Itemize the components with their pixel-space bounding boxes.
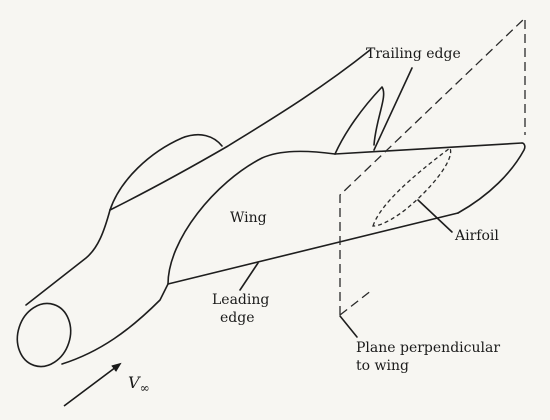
wing-trailing-edge <box>334 142 523 155</box>
canopy-outline <box>109 134 223 211</box>
airfoil-outline <box>372 146 452 227</box>
fuselage-spine <box>109 49 371 211</box>
wing-root-leading-curve <box>167 150 336 285</box>
canopy <box>109 134 223 211</box>
freestream-velocity <box>63 362 122 407</box>
airfoil-leader <box>417 199 453 233</box>
leading-edge-leader <box>239 262 259 291</box>
plane-outline <box>339 16 526 315</box>
trailing-edge-label: Trailing edge <box>366 46 461 62</box>
fuselage-lower <box>61 283 169 365</box>
leading-edge-label-line1: Leading <box>212 292 269 308</box>
velocity-symbol: V <box>128 373 141 392</box>
velocity-arrow-icon <box>63 362 122 407</box>
airfoil-section <box>372 146 452 227</box>
perpendicular-plane <box>339 16 526 316</box>
fuselage <box>16 49 371 368</box>
fuselage-upper-forward <box>25 209 111 306</box>
plane-label-line1: Plane perpendicular <box>356 340 500 356</box>
leading-edge-label-line2: edge <box>220 310 255 326</box>
wing-tip <box>457 142 526 214</box>
nose-inlet <box>16 302 72 368</box>
plane-leader <box>339 315 358 338</box>
wing-label: Wing <box>230 210 267 226</box>
airfoil-label: Airfoil <box>454 228 499 244</box>
wing-leading-edge <box>167 212 459 285</box>
tail-fin-outline <box>334 86 385 155</box>
trailing-edge-leader <box>373 67 413 151</box>
velocity-label: V∞ <box>128 373 150 395</box>
leader-lines <box>239 67 453 338</box>
tail-fin <box>334 86 385 155</box>
wing <box>167 142 526 285</box>
plane-label-line2: to wing <box>356 358 409 374</box>
plane-bottom-edge <box>339 289 373 316</box>
velocity-subscript: ∞ <box>140 381 150 395</box>
